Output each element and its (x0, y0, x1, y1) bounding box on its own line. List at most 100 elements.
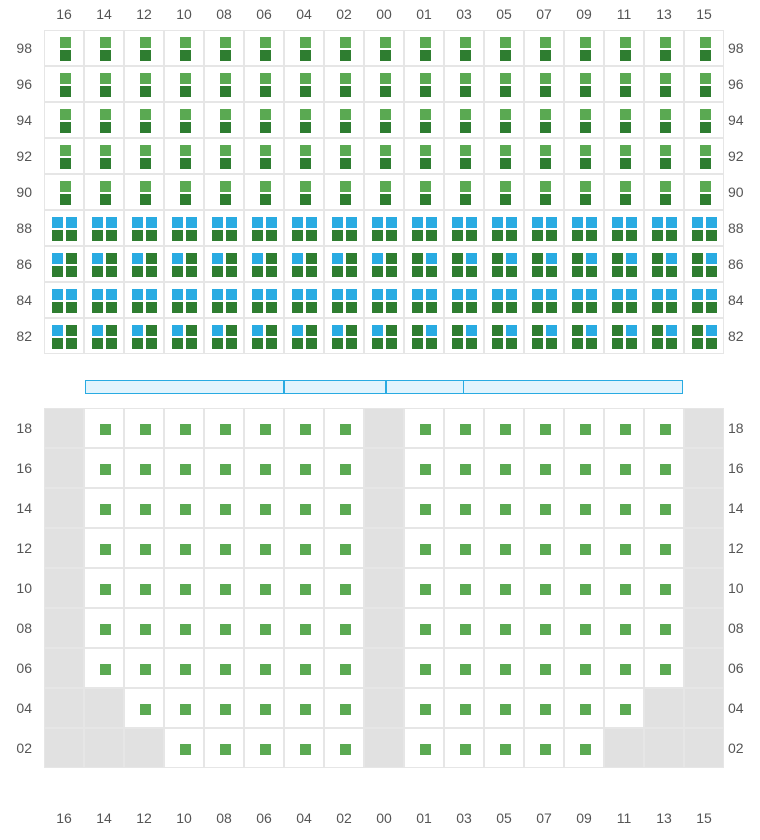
seat-marker[interactable] (140, 122, 151, 133)
seat-marker[interactable] (346, 253, 357, 264)
seat-marker[interactable] (100, 504, 111, 515)
seat-marker[interactable] (180, 624, 191, 635)
seat-marker[interactable] (172, 266, 183, 277)
seat-marker[interactable] (572, 289, 583, 300)
seat-marker[interactable] (132, 253, 143, 264)
seat-marker[interactable] (426, 230, 437, 241)
seat-marker[interactable] (572, 338, 583, 349)
bot-cell[interactable] (484, 488, 524, 528)
seat-marker[interactable] (186, 338, 197, 349)
top-cell[interactable] (444, 138, 484, 174)
seat-marker[interactable] (220, 664, 231, 675)
top-cell[interactable] (44, 138, 84, 174)
top-cell[interactable] (364, 138, 404, 174)
seat-marker[interactable] (340, 50, 351, 61)
seat-marker[interactable] (466, 230, 477, 241)
seat-marker[interactable] (146, 230, 157, 241)
top-cell[interactable] (684, 282, 724, 318)
seat-marker[interactable] (212, 230, 223, 241)
top-cell[interactable] (44, 210, 84, 246)
seat-marker[interactable] (692, 325, 703, 336)
top-cell[interactable] (484, 174, 524, 210)
seat-marker[interactable] (52, 302, 63, 313)
seat-marker[interactable] (186, 266, 197, 277)
seat-marker[interactable] (586, 302, 597, 313)
top-cell[interactable] (484, 318, 524, 354)
seat-marker[interactable] (100, 122, 111, 133)
seat-marker[interactable] (620, 50, 631, 61)
seat-marker[interactable] (580, 86, 591, 97)
seat-marker[interactable] (492, 338, 503, 349)
top-cell[interactable] (644, 318, 684, 354)
seat-marker[interactable] (660, 544, 671, 555)
seat-marker[interactable] (106, 325, 117, 336)
seat-marker[interactable] (626, 253, 637, 264)
seat-marker[interactable] (660, 584, 671, 595)
seat-marker[interactable] (140, 37, 151, 48)
top-cell[interactable] (324, 174, 364, 210)
seat-marker[interactable] (500, 194, 511, 205)
top-cell[interactable] (44, 174, 84, 210)
top-cell[interactable] (164, 174, 204, 210)
seat-marker[interactable] (460, 109, 471, 120)
seat-marker[interactable] (300, 424, 311, 435)
bot-cell[interactable] (604, 448, 644, 488)
seat-marker[interactable] (60, 194, 71, 205)
bot-cell[interactable] (244, 408, 284, 448)
seat-marker[interactable] (220, 624, 231, 635)
seat-marker[interactable] (620, 73, 631, 84)
bot-cell[interactable] (324, 488, 364, 528)
seat-marker[interactable] (412, 302, 423, 313)
bot-cell[interactable] (284, 608, 324, 648)
seat-marker[interactable] (260, 145, 271, 156)
bot-cell[interactable] (484, 568, 524, 608)
bot-cell[interactable] (404, 528, 444, 568)
seat-marker[interactable] (226, 289, 237, 300)
seat-marker[interactable] (540, 704, 551, 715)
seat-marker[interactable] (106, 302, 117, 313)
seat-marker[interactable] (266, 289, 277, 300)
seat-marker[interactable] (612, 338, 623, 349)
seat-marker[interactable] (580, 504, 591, 515)
bot-cell[interactable] (284, 408, 324, 448)
top-cell[interactable] (684, 66, 724, 102)
top-cell[interactable] (164, 66, 204, 102)
seat-marker[interactable] (100, 584, 111, 595)
seat-marker[interactable] (252, 302, 263, 313)
seat-marker[interactable] (540, 73, 551, 84)
seat-marker[interactable] (266, 266, 277, 277)
top-cell[interactable] (164, 318, 204, 354)
seat-marker[interactable] (300, 584, 311, 595)
seat-marker[interactable] (626, 338, 637, 349)
seat-marker[interactable] (420, 86, 431, 97)
seat-marker[interactable] (146, 338, 157, 349)
bot-cell[interactable] (644, 568, 684, 608)
top-cell[interactable] (484, 210, 524, 246)
bot-cell[interactable] (244, 728, 284, 768)
bot-cell[interactable] (604, 608, 644, 648)
seat-marker[interactable] (186, 325, 197, 336)
seat-marker[interactable] (52, 253, 63, 264)
top-cell[interactable] (324, 102, 364, 138)
seat-marker[interactable] (220, 145, 231, 156)
bot-cell[interactable] (444, 728, 484, 768)
seat-marker[interactable] (572, 253, 583, 264)
top-cell[interactable] (284, 282, 324, 318)
seat-marker[interactable] (620, 109, 631, 120)
seat-marker[interactable] (172, 230, 183, 241)
top-cell[interactable] (284, 246, 324, 282)
seat-marker[interactable] (666, 338, 677, 349)
seat-marker[interactable] (340, 37, 351, 48)
seat-marker[interactable] (346, 266, 357, 277)
seat-marker[interactable] (92, 230, 103, 241)
bot-cell[interactable] (164, 488, 204, 528)
seat-marker[interactable] (132, 217, 143, 228)
top-cell[interactable] (164, 138, 204, 174)
seat-marker[interactable] (252, 217, 263, 228)
top-cell[interactable] (484, 102, 524, 138)
seat-marker[interactable] (292, 289, 303, 300)
bot-cell[interactable] (564, 448, 604, 488)
seat-marker[interactable] (260, 109, 271, 120)
top-cell[interactable] (444, 30, 484, 66)
top-cell[interactable] (284, 318, 324, 354)
